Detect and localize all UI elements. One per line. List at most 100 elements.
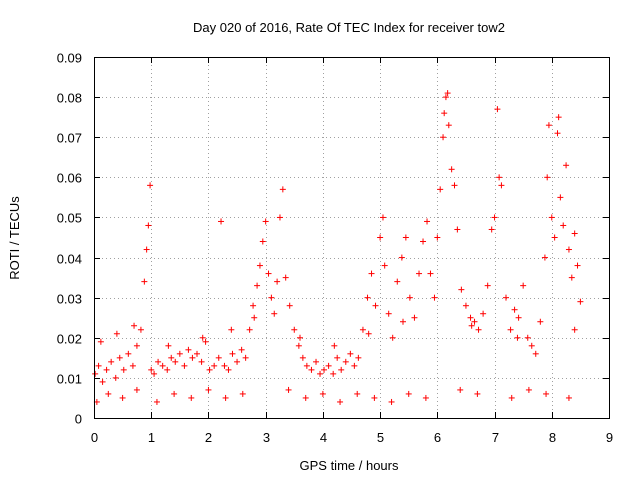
- data-point: [468, 322, 475, 329]
- data-point: [221, 362, 228, 369]
- data-point: [377, 234, 384, 241]
- data-point: [313, 358, 320, 365]
- data-point: [246, 326, 253, 333]
- data-point: [256, 262, 263, 269]
- y-axis-ticks: 0 0.01 0.02 0.03 0.04 0.05 0.06 0.07 0.08 0.09: [57, 51, 609, 427]
- data-point: [116, 354, 123, 361]
- data-point: [427, 270, 434, 277]
- data-point: [168, 354, 175, 361]
- data-point: [268, 294, 275, 301]
- data-point: [431, 294, 438, 301]
- data-point: [560, 222, 567, 229]
- data-point: [388, 398, 395, 405]
- data-point: [448, 166, 455, 173]
- data-point: [406, 294, 413, 301]
- data-point: [295, 342, 302, 349]
- data-point: [484, 282, 491, 289]
- data-point: [557, 194, 564, 201]
- data-point: [437, 186, 444, 193]
- data-point: [381, 262, 388, 269]
- data-point: [141, 278, 148, 285]
- data-point: [120, 366, 127, 373]
- data-point: [151, 370, 158, 377]
- data-point: [113, 330, 120, 337]
- data-point: [347, 350, 354, 357]
- y-tick-label: 0.01: [57, 372, 82, 387]
- data-point: [133, 386, 140, 393]
- data-point: [108, 358, 115, 365]
- data-point: [494, 106, 501, 113]
- data-point: [155, 358, 162, 365]
- data-point: [143, 246, 150, 253]
- data-point: [454, 226, 461, 233]
- data-point: [394, 278, 401, 285]
- x-tick-label: 5: [377, 430, 384, 445]
- data-point: [262, 218, 269, 225]
- data-point: [554, 130, 561, 137]
- x-tick-label: 1: [148, 430, 155, 445]
- data-point: [317, 370, 324, 377]
- data-point: [532, 350, 539, 357]
- data-point: [302, 394, 309, 401]
- y-tick-label: 0.09: [57, 51, 82, 66]
- data-point: [565, 246, 572, 253]
- data-point: [565, 394, 572, 401]
- data-point: [131, 322, 138, 329]
- data-point: [342, 358, 349, 365]
- y-tick-label: 0.08: [57, 91, 82, 106]
- data-point: [238, 346, 245, 353]
- data-point: [368, 270, 375, 277]
- data-point: [125, 350, 132, 357]
- data-point: [145, 222, 152, 229]
- data-point: [148, 366, 155, 373]
- data-point: [165, 342, 172, 349]
- data-point: [354, 390, 361, 397]
- data-point: [176, 350, 183, 357]
- data-point: [545, 122, 552, 129]
- data-point: [259, 238, 266, 245]
- data-point: [364, 294, 371, 301]
- data-point: [385, 310, 392, 317]
- data-point: [338, 366, 345, 373]
- data-point: [389, 334, 396, 341]
- data-point: [254, 282, 261, 289]
- data-point: [480, 310, 487, 317]
- data-point: [359, 326, 366, 333]
- data-point: [416, 270, 423, 277]
- data-point: [424, 218, 431, 225]
- x-tick-label: 3: [263, 430, 270, 445]
- data-point: [153, 398, 160, 405]
- data-point: [129, 362, 136, 369]
- data-point: [491, 214, 498, 221]
- data-point: [225, 366, 232, 373]
- data-point: [444, 90, 451, 97]
- data-point: [188, 394, 195, 401]
- plot-frame: [94, 57, 610, 419]
- data-point: [321, 366, 328, 373]
- data-point: [434, 234, 441, 241]
- data-point: [525, 386, 532, 393]
- data-point: [445, 122, 452, 129]
- data-point: [202, 338, 209, 345]
- data-point: [411, 314, 418, 321]
- data-point: [355, 354, 362, 361]
- data-point: [133, 342, 140, 349]
- y-tick-label: 0.04: [57, 252, 82, 267]
- data-point: [372, 302, 379, 309]
- data-point: [194, 350, 200, 357]
- data-point: [205, 386, 212, 393]
- data-point: [488, 226, 495, 233]
- x-axis-ticks: 0 1 2 3 4 5 6 7 8 9: [91, 57, 613, 445]
- data-point: [189, 354, 196, 361]
- data-point: [218, 218, 225, 225]
- data-point: [543, 390, 550, 397]
- data-point: [451, 182, 458, 189]
- data-point: [571, 326, 578, 333]
- data-point: [308, 366, 315, 373]
- data-point: [515, 314, 522, 321]
- data-point: [181, 362, 188, 369]
- data-point: [440, 134, 447, 141]
- data-point: [239, 390, 246, 397]
- data-point: [528, 342, 535, 349]
